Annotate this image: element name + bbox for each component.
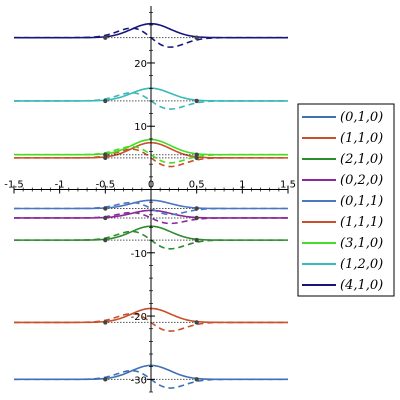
marker-point bbox=[194, 237, 199, 243]
x-tick-label: 1.5 bbox=[280, 180, 296, 191]
marker-point bbox=[194, 155, 199, 161]
x-tick-label: 0 bbox=[148, 180, 154, 191]
x-tick-label: 0.5 bbox=[189, 180, 205, 191]
marker-point bbox=[103, 206, 108, 211]
marker-point bbox=[103, 35, 108, 40]
marker-point bbox=[194, 377, 199, 382]
legend-label: (1,1,0) bbox=[340, 131, 383, 146]
marker-point bbox=[103, 215, 108, 221]
ticks-layer: -1.5 -1 -0.5 0 0.5 1 1.5 -30 -20 -10 10 20 bbox=[4, 11, 296, 393]
legend: (0,1,0) (1,1,0) (2,1,0) (0,2,0) (0,1,1) (1,1,… bbox=[297, 103, 395, 297]
y-tick-label: -20 bbox=[131, 312, 147, 323]
x-tick-label: -1 bbox=[55, 180, 65, 191]
x-tick-label: -0.5 bbox=[96, 180, 116, 191]
marker-point bbox=[103, 152, 108, 157]
marker-point bbox=[103, 98, 108, 104]
marker-point bbox=[103, 320, 108, 325]
marker-point bbox=[194, 206, 199, 211]
legend-label: (3,1,0) bbox=[340, 236, 383, 251]
legend-label: (0,1,1) bbox=[340, 194, 383, 209]
marker-point bbox=[194, 98, 199, 104]
marker-point bbox=[103, 377, 108, 382]
legend-label: (4,1,0) bbox=[340, 278, 383, 293]
y-tick-label: 20 bbox=[134, 59, 147, 70]
y-tick-label: 10 bbox=[134, 122, 147, 133]
marker-point bbox=[194, 35, 199, 40]
x-tick-label: -1.5 bbox=[4, 180, 24, 191]
marker-point bbox=[103, 237, 108, 243]
legend-label: (2,1,0) bbox=[340, 152, 383, 167]
x-tick-label: 1 bbox=[239, 180, 245, 191]
legend-label: (1,2,0) bbox=[340, 257, 383, 272]
marker-point bbox=[194, 215, 199, 221]
y-tick-label: -30 bbox=[131, 375, 147, 386]
marker-point bbox=[103, 155, 108, 161]
legend-label: (0,1,0) bbox=[340, 110, 383, 125]
y-tick-label: -10 bbox=[131, 249, 147, 260]
axes-layer bbox=[14, 6, 288, 392]
marker-point bbox=[194, 320, 199, 325]
legend-label: (0,2,0) bbox=[340, 173, 383, 188]
legend-label: (1,1,1) bbox=[340, 215, 383, 230]
marker-point bbox=[194, 152, 199, 157]
